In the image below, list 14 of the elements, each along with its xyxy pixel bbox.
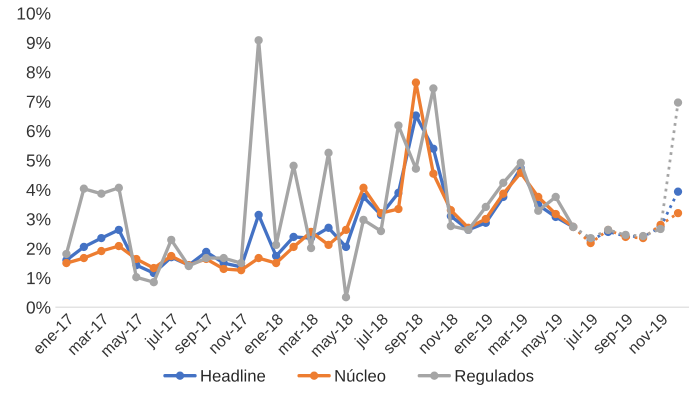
legend-label: Headline <box>201 369 266 382</box>
y-tick-label: 8% <box>26 66 50 78</box>
y-tick-label: 7% <box>26 96 50 108</box>
legend-label: Núcleo <box>335 369 386 382</box>
y-tick-label: 0% <box>26 301 50 314</box>
y-tick-label: 2% <box>26 242 50 255</box>
y-tick-label: 6% <box>26 124 50 138</box>
y-tick-label: 1% <box>27 272 50 284</box>
y-tick-label: 9% <box>26 36 50 50</box>
y-tick-label: 3% <box>26 213 50 226</box>
y-tick-label: 10% <box>18 7 50 20</box>
y-tick-label: 5% <box>26 154 50 167</box>
y-tick-label: 4% <box>26 184 50 196</box>
legend-label: Regulados <box>456 369 534 385</box>
